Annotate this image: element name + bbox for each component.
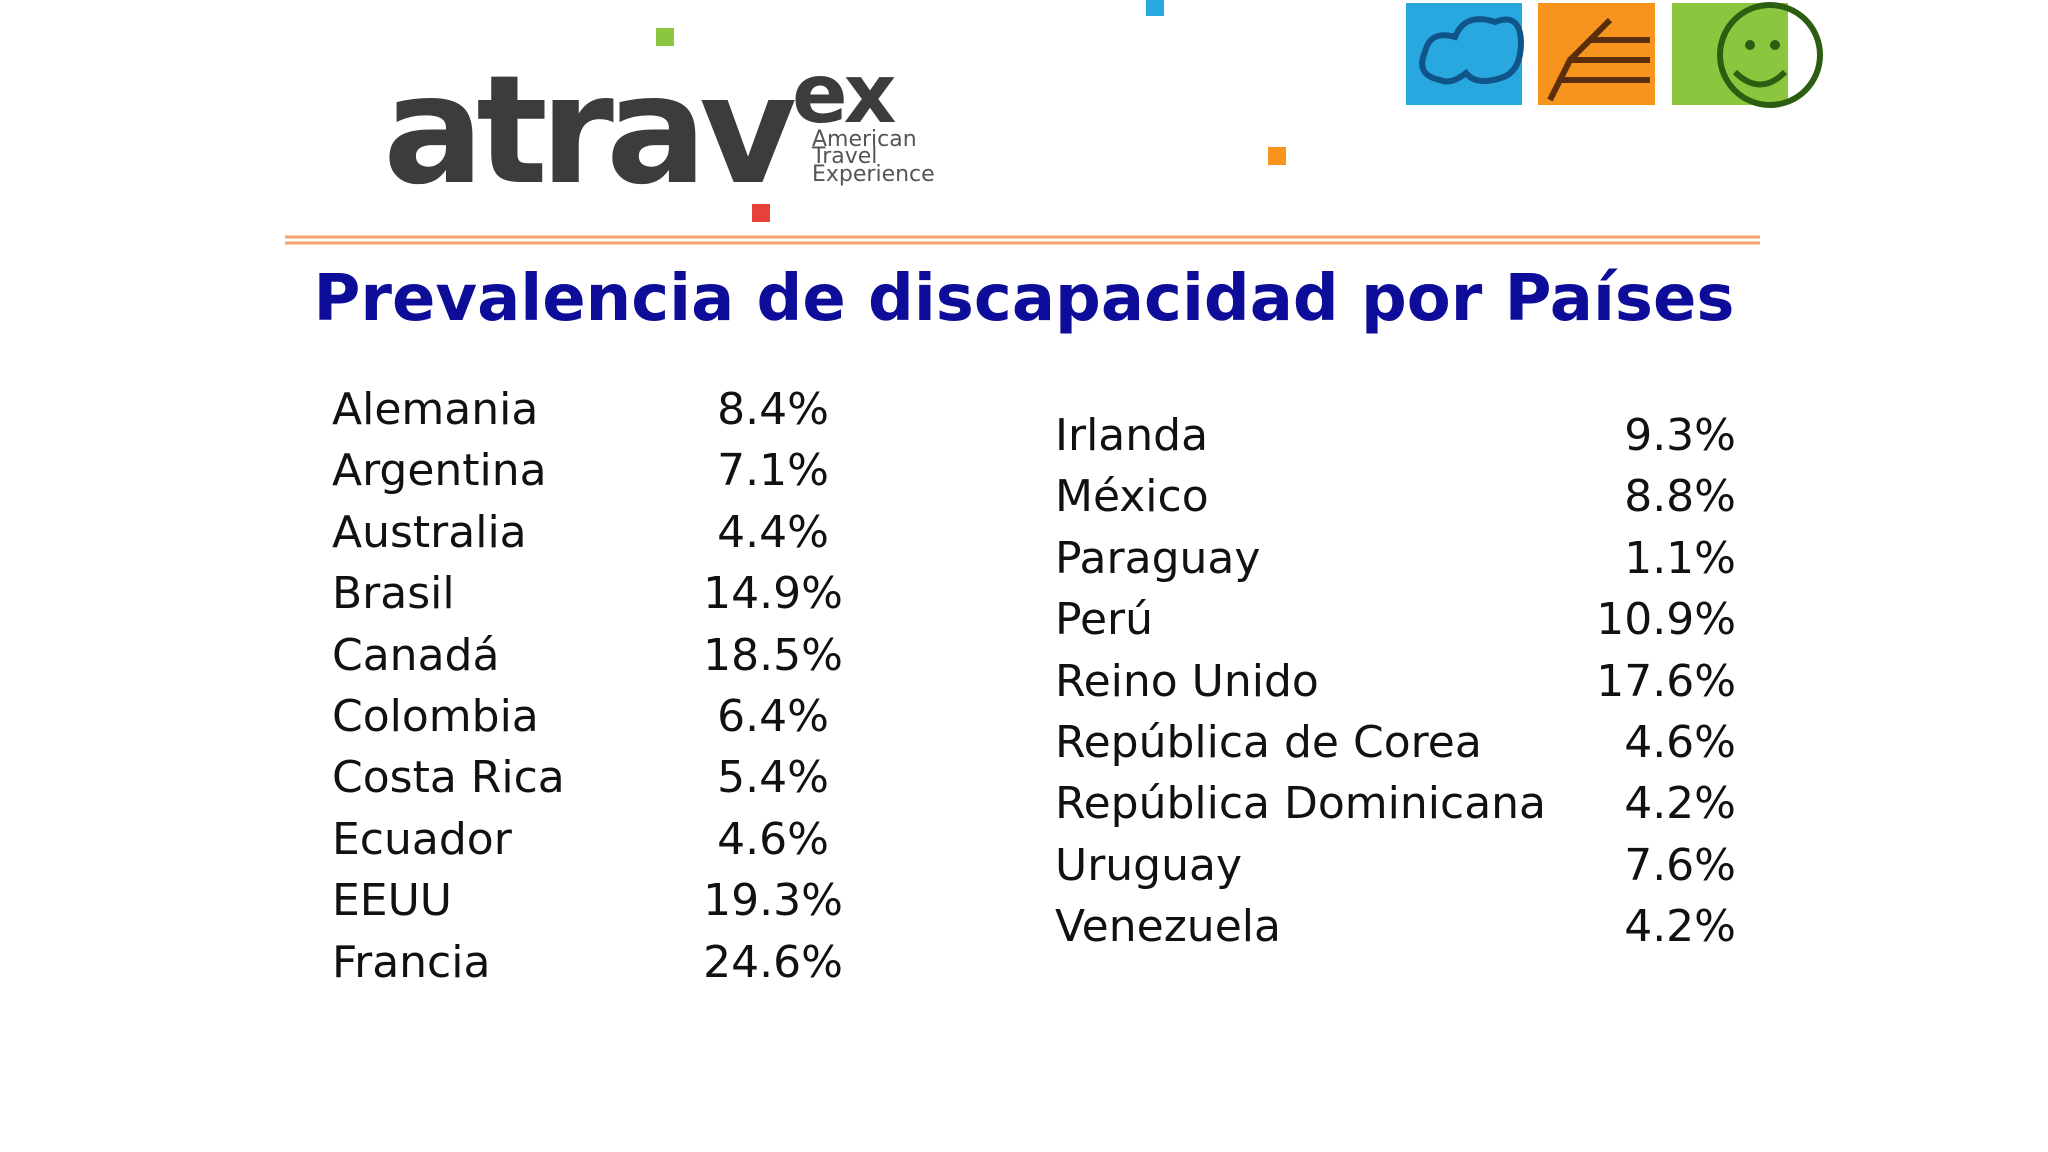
square [1268,147,1286,165]
country-name: Costa Rica [332,752,565,804]
country-value: 18.5% [703,629,843,681]
slide-title: Prevalencia de discapacidad por Países [313,262,1735,336]
country-value: 24.6% [703,936,843,988]
country-value: 4.6% [717,813,829,865]
country-name: Colombia [332,691,539,742]
country-value: 9.3% [1624,410,1736,461]
country-value: 14.9% [703,568,843,620]
square [1146,0,1164,16]
country-name: Venezuela [1055,901,1281,953]
country-value: 4.6% [1624,717,1736,768]
country-value: 4.4% [717,506,829,558]
country-value: 4.2% [1624,778,1736,830]
smile-mouth [1732,69,1788,88]
country-name: República de Corea [1055,717,1482,768]
country-value: 8.4% [717,384,829,435]
square [656,28,674,46]
smile-shape [1717,2,1823,108]
country-value: 6.4% [717,691,829,742]
smile-eye [1745,40,1755,50]
cloud-shape [1419,16,1525,85]
country-name: EEUU [332,875,453,927]
country-value: 5.4% [717,752,829,804]
country-name: Perú [1055,594,1154,646]
country-name: Alemania [332,384,539,435]
country-value: 7.6% [1624,839,1736,891]
logo-tagline: Travel [811,144,877,169]
country-name: Uruguay [1055,839,1242,891]
country-name: Canadá [332,629,500,681]
country-name: México [1055,471,1209,523]
country-value: 4.2% [1624,901,1736,953]
logo-tagline: American [812,127,917,152]
country-name: Francia [332,936,491,988]
square [752,204,770,222]
country-name: Brasil [332,568,455,620]
country-value: 8.8% [1624,471,1736,523]
country-value: 10.9% [1596,594,1736,646]
country-name: Paraguay [1055,532,1261,584]
logo-tagline: Experience [812,162,935,187]
country-name: Argentina [332,445,547,497]
country-name: República Dominicana [1055,778,1547,830]
logo-suffix: ex [792,47,896,142]
country-name: Reino Unido [1055,655,1319,707]
country-value: 7.1% [717,445,829,497]
country-name: Australia [332,506,527,558]
country-value: 19.3% [703,875,843,927]
smile-eye [1770,40,1780,50]
logo-main: atrav [383,44,795,218]
country-name: Irlanda [1055,410,1209,461]
country-value: 17.6% [1596,655,1736,707]
luggage-shape [1547,17,1650,102]
country-name: Ecuador [332,813,512,865]
country-value: 1.1% [1624,532,1736,584]
